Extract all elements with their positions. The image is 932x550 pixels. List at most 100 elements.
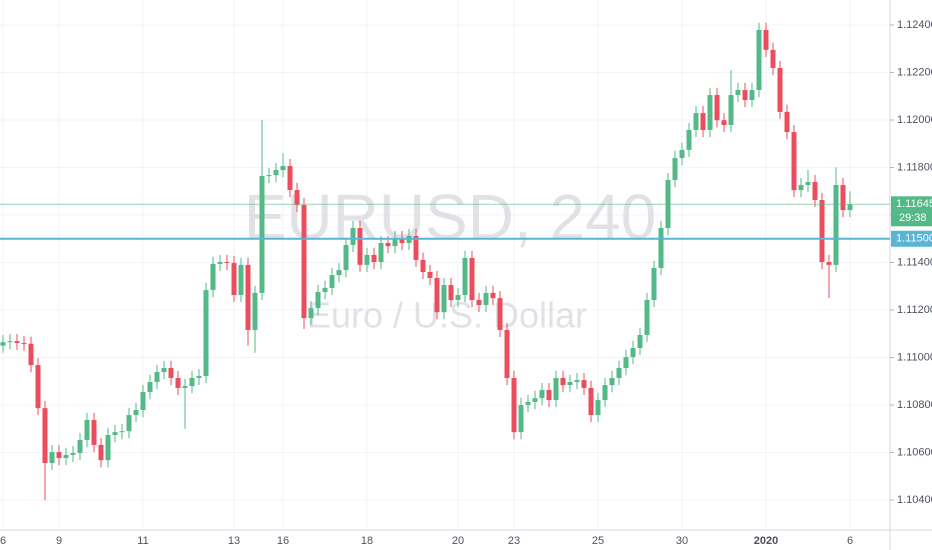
candle-body <box>700 113 706 130</box>
candle-body <box>399 238 405 244</box>
candle-body <box>497 298 503 330</box>
candle-body <box>126 415 132 432</box>
watermark-subtitle: Euro / U.S. Dollar <box>307 295 587 336</box>
candle-body <box>35 365 41 409</box>
candle-body <box>721 120 727 125</box>
candle-body <box>777 67 783 112</box>
candle-body <box>301 205 307 319</box>
candle-body <box>525 401 531 406</box>
candle-body <box>210 263 216 291</box>
candle-body <box>63 454 69 459</box>
last-price-label: 1.11645 <box>896 198 932 210</box>
candle-body <box>602 385 608 401</box>
hline-label: 1.11500 <box>896 233 932 245</box>
candle-body <box>553 377 559 401</box>
candle-body <box>203 290 209 377</box>
candle-body <box>784 111 790 133</box>
candle-body <box>56 452 62 459</box>
candle-body <box>329 275 335 288</box>
candle-body <box>504 329 510 378</box>
candle-body <box>112 432 118 435</box>
candle-body <box>581 380 587 388</box>
candle-body <box>476 300 482 306</box>
x-tick-label: 25 <box>592 535 604 547</box>
candle-body <box>140 391 146 411</box>
candle-body <box>364 254 370 265</box>
y-tick-label: 1.12200 <box>897 66 932 78</box>
candle-body <box>168 367 174 378</box>
candle-body <box>742 90 748 101</box>
y-tick-label: 1.11200 <box>897 304 932 316</box>
candle-body <box>567 381 573 386</box>
candle-body <box>714 95 720 121</box>
candle-body <box>294 190 300 206</box>
candle-body <box>826 262 832 265</box>
candle-body <box>266 175 272 177</box>
candle-body <box>224 262 230 264</box>
candle-body <box>133 410 139 416</box>
candle-body <box>651 267 657 301</box>
candle-body <box>812 181 818 201</box>
candle-body <box>392 238 398 247</box>
candle-body <box>182 386 188 388</box>
y-tick-label: 1.11400 <box>897 256 932 268</box>
candle-body <box>798 185 804 191</box>
candle-body <box>763 29 769 50</box>
candle-body <box>483 292 489 306</box>
candle-body <box>322 287 328 292</box>
candle-body <box>385 243 391 247</box>
candle-body <box>588 387 594 416</box>
candle-body <box>350 228 356 245</box>
candle-body <box>749 90 755 101</box>
candle-body <box>21 343 27 345</box>
candle-body <box>420 259 426 273</box>
countdown-label: 29:38 <box>899 212 927 224</box>
x-tick-label: 11 <box>137 535 148 547</box>
candle-body <box>609 377 615 386</box>
candle-body <box>560 377 566 386</box>
y-tick-label: 1.11800 <box>897 161 932 173</box>
x-tick-label: 6 <box>847 535 853 547</box>
candle-body <box>679 149 685 158</box>
watermark-title: EURUSD, 240 <box>244 181 657 253</box>
candle-body <box>462 257 468 296</box>
candle-body <box>217 262 223 264</box>
candle-body <box>98 444 104 461</box>
candle-body <box>308 308 314 319</box>
candle-body <box>693 113 699 130</box>
candle-body <box>770 49 776 68</box>
x-tick-label: 6 <box>0 535 6 547</box>
candle-body <box>287 166 293 191</box>
candle-body <box>441 285 447 313</box>
candle-body <box>518 405 524 433</box>
x-tick-label: 18 <box>361 535 373 547</box>
candle-body <box>105 434 111 461</box>
candle-body <box>28 343 34 366</box>
candle-body <box>280 166 286 171</box>
candle-body <box>490 292 496 299</box>
candle-body <box>434 277 440 313</box>
candle-body <box>175 377 181 388</box>
last-price-box <box>891 196 932 227</box>
candle-body <box>245 264 251 330</box>
y-tick-label: 1.11000 <box>897 351 932 363</box>
candle-body <box>455 295 461 301</box>
candle-body <box>791 132 797 191</box>
candle-body <box>574 380 580 382</box>
candle-body <box>196 376 202 378</box>
candle-body <box>378 243 384 263</box>
candle-body <box>189 377 195 387</box>
candle-body <box>833 185 839 265</box>
candle-body <box>623 357 629 368</box>
candle-body <box>630 348 636 358</box>
y-tick-label: 1.10800 <box>897 399 932 411</box>
candle-body <box>147 381 153 392</box>
x-tick-label: 16 <box>277 535 289 547</box>
candle-body <box>805 181 811 186</box>
candle-body <box>735 90 741 96</box>
candle-body <box>532 398 538 402</box>
y-tick-label: 1.10600 <box>897 446 932 458</box>
y-tick-label: 1.10400 <box>897 494 932 506</box>
candle-body <box>728 95 734 125</box>
